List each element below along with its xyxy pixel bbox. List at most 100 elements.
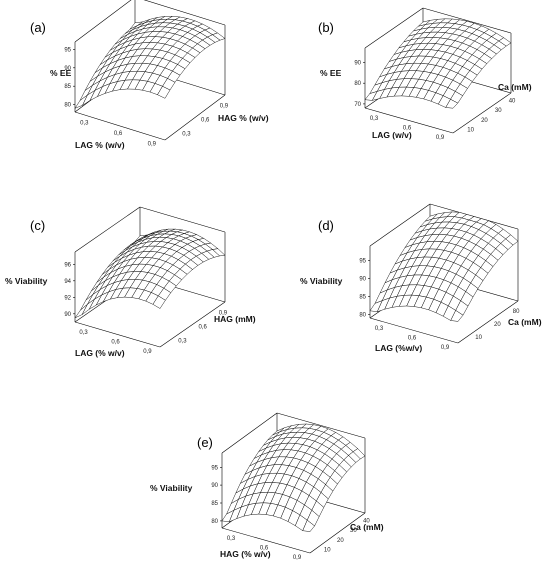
z-tick-label: 90 xyxy=(211,483,218,489)
surface-plot-a: 80 85 90 95 0,3 0,6 0,9 0,3 0,6 0,9 (a) % EE LAG % (… xyxy=(30,0,269,150)
z-tick-label: 90 xyxy=(359,276,366,282)
x-tick-label: 0,3 xyxy=(80,121,89,127)
plot-box-edge xyxy=(457,300,519,344)
y-tick-label: 0,9 xyxy=(220,103,229,109)
surface-plot-c: 90 92 94 96 0,3 0,6 0,9 0,3 0,6 0,9 (c) % Viability… xyxy=(5,206,256,358)
y-axis-label: Ca (mM) xyxy=(350,522,384,532)
y-tick-label: 0,3 xyxy=(182,132,191,138)
plot-box-edge xyxy=(164,94,226,141)
x-axis-label: LAG (%w/v) xyxy=(375,343,422,353)
z-tick-label: 96 xyxy=(64,262,71,268)
z-tick-label: 80 xyxy=(211,519,218,525)
z-tick-label: 92 xyxy=(64,295,71,301)
y-axis-label: HAG % (w/v) xyxy=(218,113,269,123)
x-tick-label: 0,3 xyxy=(227,536,236,542)
y-tick-label: 0,6 xyxy=(199,325,208,331)
plot-box-edge xyxy=(74,206,141,253)
z-tick-label: 90 xyxy=(64,312,71,318)
z-tick-label: 85 xyxy=(359,294,366,300)
y-tick-label: 40 xyxy=(363,519,370,525)
surface-cell xyxy=(445,99,459,109)
z-tick-label: 85 xyxy=(211,501,218,507)
plot-box-edge xyxy=(452,92,512,134)
x-tick-label: 0,6 xyxy=(260,546,269,552)
y-tick-label: 20 xyxy=(494,322,501,328)
surface-cell xyxy=(302,519,315,532)
x-tick-label: 0,9 xyxy=(143,349,152,355)
z-tick-label: 90 xyxy=(64,66,71,72)
z-tick-label: 95 xyxy=(359,258,366,264)
x-tick-label: 0,9 xyxy=(441,345,450,351)
plot-box-edge xyxy=(369,317,459,344)
x-tick-label: 0,3 xyxy=(370,116,379,122)
z-tick-label: 80 xyxy=(359,312,366,318)
x-tick-label: 0,6 xyxy=(111,340,120,346)
plot-box-edge xyxy=(309,512,366,554)
z-axis-label: % Viability xyxy=(5,276,48,286)
plot-box-edge xyxy=(74,321,161,348)
y-tick-label: 20 xyxy=(481,118,488,124)
z-axis-label: % Viability xyxy=(150,483,193,493)
z-axis-label: % EE xyxy=(320,68,342,78)
y-tick-label: 30 xyxy=(350,528,357,534)
plot-box-edge xyxy=(369,203,431,247)
plot-box-edge xyxy=(221,412,278,454)
y-tick-label: 40 xyxy=(509,99,516,105)
x-axis-label: LAG (w/v) xyxy=(372,130,412,140)
x-axis-label: LAG (% w/v) xyxy=(75,348,125,358)
y-axis-label: Ca (mM) xyxy=(508,317,542,327)
z-tick-label: 85 xyxy=(64,84,71,90)
panel-label: (c) xyxy=(30,218,45,233)
surface-plot-d: 80 85 90 95 0,3 0,6 0,9 10 20 80 (d) % Viability LAG… xyxy=(300,203,542,353)
z-tick-label: 95 xyxy=(211,465,218,471)
surface-cell xyxy=(152,295,166,309)
plot-box-edge xyxy=(143,0,226,26)
x-tick-label: 0,3 xyxy=(375,326,384,332)
x-tick-label: 0,9 xyxy=(436,135,445,141)
plot-box-edge xyxy=(276,412,366,439)
z-tick-label: 90 xyxy=(354,61,361,67)
z-axis-label: % EE xyxy=(50,68,72,78)
y-axis-label: Ca (mM) xyxy=(498,82,532,92)
y-tick-label: 10 xyxy=(324,547,331,553)
x-tick-label: 0,3 xyxy=(79,330,88,336)
x-tick-label: 0,6 xyxy=(114,131,123,137)
x-axis-label: HAG (% w/v) xyxy=(220,549,271,559)
plot-box-edge xyxy=(364,107,454,134)
y-tick-label: 20 xyxy=(337,538,344,544)
plot-box-edge xyxy=(74,111,166,141)
y-tick-label: 10 xyxy=(467,127,474,133)
plot-box-edge xyxy=(74,0,132,43)
surface-plot-b: 70 80 90 0,3 0,6 0,9 10 20 30 40 (b) % EE LAG (w/v) C… xyxy=(318,7,532,141)
y-axis-label: HAG (mM) xyxy=(214,314,256,324)
z-tick-label: 95 xyxy=(64,47,71,53)
surface-cell xyxy=(157,86,171,99)
y-tick-label: 10 xyxy=(475,335,482,341)
z-tick-label: 80 xyxy=(64,103,71,109)
z-tick-label: 70 xyxy=(354,102,361,108)
z-tick-label: 80 xyxy=(354,81,361,87)
x-tick-label: 0,9 xyxy=(293,555,302,561)
y-tick-label: 0,9 xyxy=(219,310,228,316)
plot-box-edge xyxy=(422,7,512,34)
plot-box-edge xyxy=(364,7,424,49)
x-tick-label: 0,9 xyxy=(148,142,157,148)
plot-box-edge xyxy=(159,301,226,348)
plot-box-edge xyxy=(139,206,226,233)
z-axis-label: % Viability xyxy=(300,276,343,286)
x-tick-label: 0,6 xyxy=(408,336,417,342)
surface-plot-e: 80 85 90 95 0,3 0,6 0,9 10 20 30 40 (e) % Viability H… xyxy=(150,412,384,561)
panel-label: (e) xyxy=(197,435,213,450)
y-tick-label: 80 xyxy=(513,309,520,315)
y-tick-label: 0,6 xyxy=(201,118,210,124)
panel-label: (a) xyxy=(30,20,46,35)
x-axis-label: LAG % (w/v) xyxy=(75,140,125,150)
panel-label: (b) xyxy=(318,20,334,35)
y-tick-label: 0,3 xyxy=(178,339,187,345)
y-tick-label: 30 xyxy=(495,108,502,114)
panel-label: (d) xyxy=(318,218,334,233)
z-tick-label: 94 xyxy=(64,279,71,285)
surface-cell xyxy=(450,310,464,322)
plot-box-edge xyxy=(221,527,311,554)
